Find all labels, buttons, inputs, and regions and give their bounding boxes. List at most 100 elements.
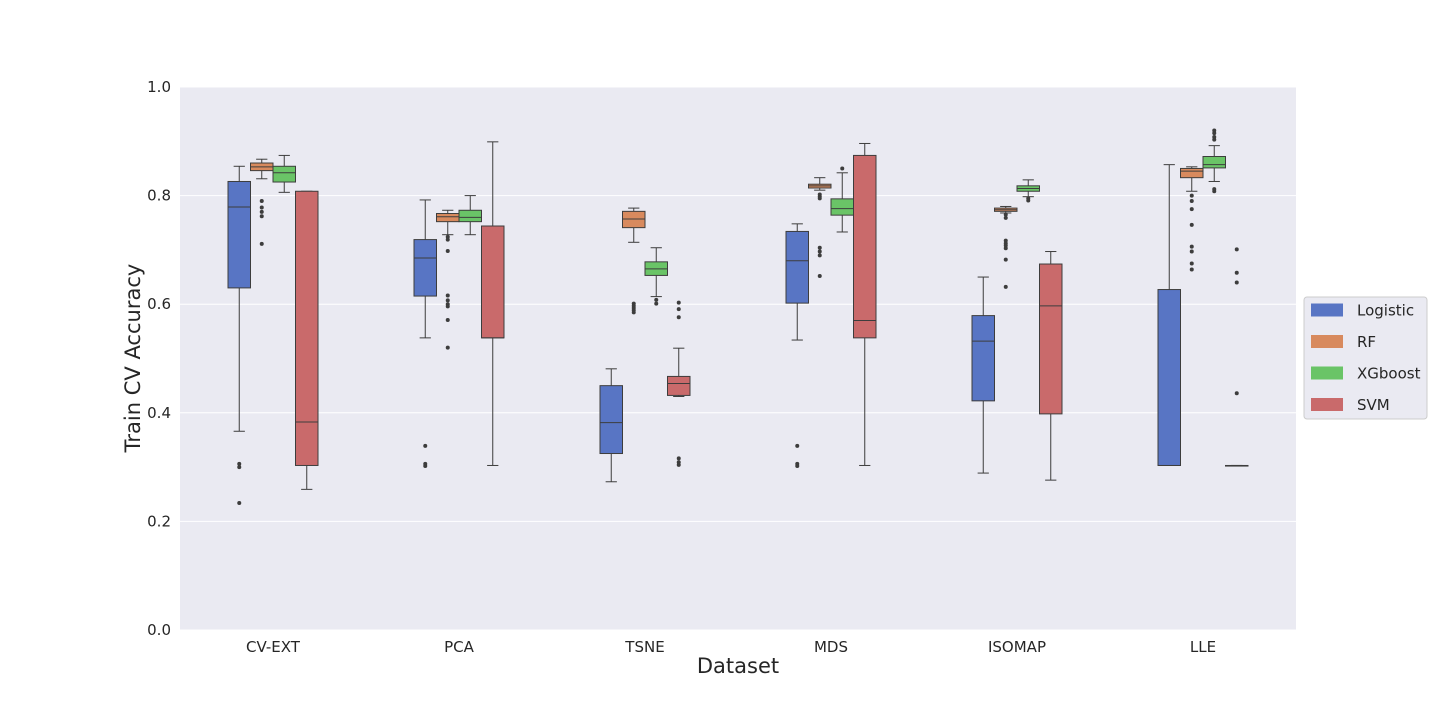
outlier-point [817, 249, 822, 254]
outlier-point [1234, 247, 1239, 252]
outlier-point [237, 461, 242, 466]
outlier-point [1212, 131, 1217, 136]
outlier-point [1189, 193, 1194, 198]
outlier-point [1189, 244, 1194, 249]
box-rf-mds [808, 177, 832, 278]
x-tick-labels: CV-EXT PCA TSNE MDS ISOMAP LLE [246, 638, 1216, 656]
box-iqr [458, 209, 482, 223]
x-tick-label-cv-ext: CV-EXT [246, 638, 301, 656]
box-iqr [436, 213, 460, 223]
outlier-point [1003, 212, 1008, 217]
y-tick-label: 0.2 [147, 512, 171, 530]
box-rf-pca [436, 209, 460, 350]
outlier-point [445, 237, 450, 242]
y-tick-label: 0.0 [147, 621, 171, 639]
outlier-point [1212, 189, 1217, 194]
legend-frame [1303, 296, 1428, 420]
outlier-point [1189, 222, 1194, 227]
outlier-point [1189, 261, 1194, 266]
outlier-point [445, 293, 450, 298]
outlier-point [445, 298, 450, 303]
box-xgboost-tsne [644, 247, 668, 306]
outlier-point [259, 205, 264, 210]
outlier-point [423, 443, 428, 448]
outlier-point [445, 345, 450, 350]
box-xgboost-pca [458, 195, 482, 236]
y-tick-label: 1.0 [147, 78, 171, 96]
y-tick-label: 0.4 [147, 404, 171, 422]
box-xgboost-cv-ext [272, 154, 296, 193]
outlier-point [817, 253, 822, 258]
box-logistic-isomap [971, 276, 995, 474]
y-tick-labels: 0.0 0.2 0.4 0.6 0.8 1.0 [147, 78, 171, 639]
x-tick-label-mds: MDS [814, 638, 848, 656]
box-svm-pca [481, 141, 505, 466]
legend: Logistic RF XGboost SVM [1303, 296, 1428, 420]
box-iqr [413, 239, 437, 297]
box-iqr [971, 315, 995, 402]
outlier-point [445, 304, 450, 309]
box-iqr [667, 375, 691, 396]
legend-swatch-xgboost [1311, 366, 1343, 380]
box-iqr [227, 180, 251, 289]
box-iqr [272, 165, 296, 183]
legend-swatch-svm [1311, 398, 1343, 411]
outlier-point [654, 301, 659, 306]
box-iqr [1202, 156, 1226, 169]
y-tick-label: 0.6 [147, 295, 171, 313]
box-iqr [622, 210, 646, 229]
box-svm-mds [853, 142, 877, 466]
outlier-point [676, 300, 681, 305]
box-iqr [830, 198, 854, 216]
outlier-point [259, 214, 264, 219]
box-iqr [599, 385, 623, 455]
outlier-point [1003, 246, 1008, 251]
legend-label-svm: SVM [1357, 396, 1390, 414]
box-logistic-lle [1157, 164, 1181, 466]
outlier-point [237, 500, 242, 505]
box-iqr [1157, 289, 1181, 466]
box-logistic-cv-ext [227, 165, 251, 505]
y-tick-label: 0.8 [147, 187, 171, 205]
outlier-point [1003, 215, 1008, 220]
outlier-point [676, 307, 681, 312]
outlier-point [259, 241, 264, 246]
box-xgboost-mds [830, 166, 854, 233]
x-axis-label: Dataset [697, 654, 779, 678]
box-svm-isomap [1039, 251, 1063, 481]
box-iqr [1180, 167, 1204, 179]
box-rf-lle [1180, 166, 1204, 272]
x-tick-label-lle: LLE [1190, 638, 1216, 656]
outlier-point [840, 166, 845, 171]
legend-label-xgboost: XGboost [1357, 365, 1421, 383]
box-iqr [481, 225, 505, 339]
outlier-point [817, 245, 822, 250]
outlier-point [1234, 391, 1239, 396]
box-logistic-mds [785, 223, 809, 469]
box-svm-cv-ext [295, 190, 319, 490]
outlier-point [423, 464, 428, 469]
outlier-point [817, 196, 822, 201]
box-svm-lle [1225, 247, 1249, 467]
outlier-point [1003, 284, 1008, 289]
box-svm-tsne [667, 300, 691, 467]
box-groups [227, 128, 1249, 505]
legend-label-rf: RF [1357, 333, 1376, 351]
outlier-point [259, 209, 264, 214]
box-rf-cv-ext [250, 158, 274, 246]
outlier-point [676, 462, 681, 467]
box-iqr [785, 230, 809, 304]
box-xgboost-lle [1202, 128, 1226, 194]
box-xgboost-isomap [1016, 179, 1040, 203]
outlier-point [1189, 199, 1194, 204]
outlier-point [1234, 270, 1239, 275]
grid-lines [180, 86, 1296, 631]
outlier-point [445, 248, 450, 253]
legend-label-logistic: Logistic [1357, 302, 1414, 320]
box-iqr [853, 154, 877, 339]
outlier-point [817, 273, 822, 278]
outlier-point [631, 310, 636, 315]
outlier-point [237, 465, 242, 470]
